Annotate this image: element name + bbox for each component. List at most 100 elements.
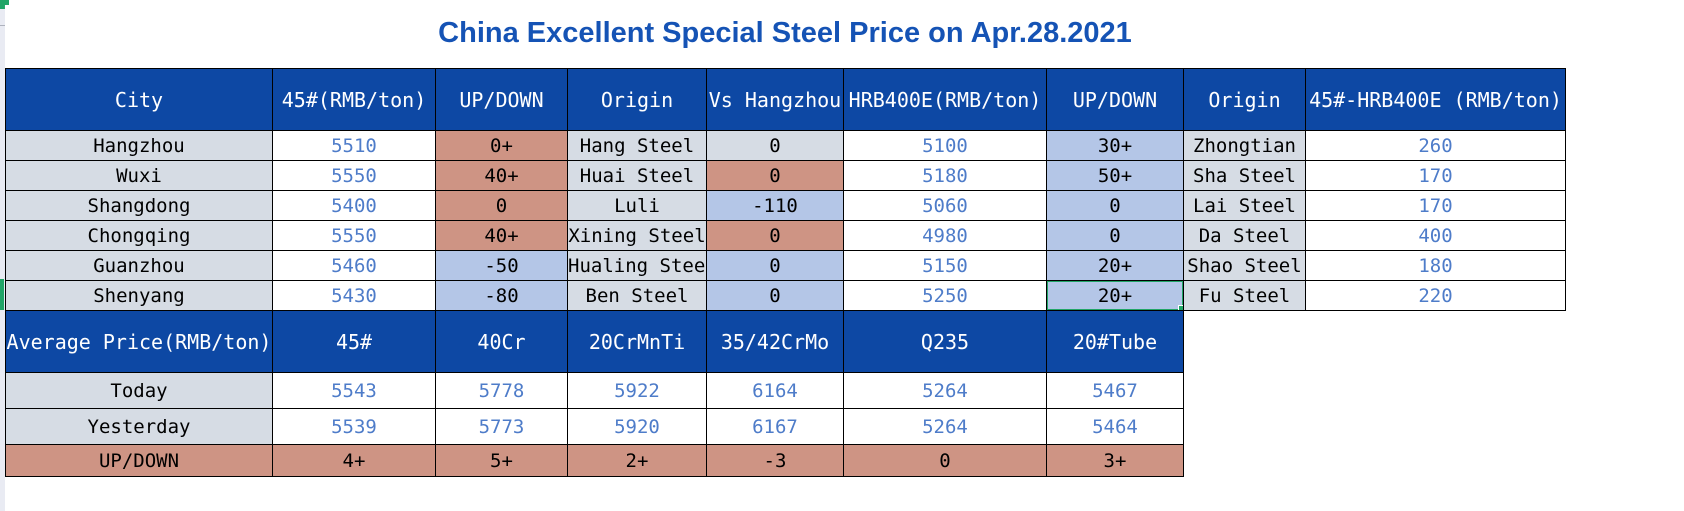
selected-row-indicator xyxy=(0,279,4,310)
city-cell[interactable]: Chongqing xyxy=(5,220,273,251)
header-grade-q235[interactable]: Q235 xyxy=(843,310,1047,373)
price45-cell[interactable]: 5400 xyxy=(272,190,436,221)
header-updown-2[interactable]: UP/DOWN xyxy=(1046,68,1184,131)
updown1-cell[interactable]: 40+ xyxy=(435,160,568,191)
origin1-cell[interactable]: Luli xyxy=(567,190,707,221)
updown-value-cell[interactable]: -3 xyxy=(706,444,844,477)
price-table: City 45#(RMB/ton) UP/DOWN Origin Vs Hang… xyxy=(5,68,1566,311)
price45-cell[interactable]: 5430 xyxy=(272,280,436,311)
vs-hangzhou-cell[interactable]: 0 xyxy=(706,130,844,161)
diff-cell[interactable]: 180 xyxy=(1305,250,1566,281)
row-label[interactable]: Today xyxy=(5,372,273,409)
updown2-cell[interactable]: 20+ xyxy=(1046,250,1184,281)
row-label[interactable]: Yesterday xyxy=(5,408,273,445)
origin1-cell[interactable]: Xining Steel xyxy=(567,220,707,251)
table-row: Guanzhou 5460 -50 Hualing Steel 0 5150 2… xyxy=(5,250,1566,281)
avg-value-cell[interactable]: 5778 xyxy=(435,372,568,409)
updown1-cell[interactable]: -50 xyxy=(435,250,568,281)
avg-value-cell[interactable]: 5264 xyxy=(843,372,1047,409)
header-grade-3542crmo[interactable]: 35/42CrMo xyxy=(706,310,844,373)
diff-cell[interactable]: 170 xyxy=(1305,190,1566,221)
updown2-cell[interactable]: 50+ xyxy=(1046,160,1184,191)
row-header-strip xyxy=(0,0,5,511)
avg-value-cell[interactable]: 5467 xyxy=(1046,372,1184,409)
header-grade-20crmnti[interactable]: 20CrMnTi xyxy=(567,310,707,373)
city-cell[interactable]: Guanzhou xyxy=(5,250,273,281)
origin2-cell[interactable]: Fu Steel xyxy=(1183,280,1306,311)
updown-value-cell[interactable]: 0 xyxy=(843,444,1047,477)
updown-value-cell[interactable]: 4+ xyxy=(272,444,436,477)
header-vs-hangzhou[interactable]: Vs Hangzhou xyxy=(706,68,844,131)
header-updown-1[interactable]: UP/DOWN xyxy=(435,68,568,131)
header-45-hrb400e-diff[interactable]: 45#-HRB400E (RMB/ton) xyxy=(1305,68,1566,131)
updown-value-cell[interactable]: 3+ xyxy=(1046,444,1184,477)
price45-cell[interactable]: 5510 xyxy=(272,130,436,161)
price45-cell[interactable]: 5550 xyxy=(272,160,436,191)
hrb400e-cell[interactable]: 5100 xyxy=(843,130,1047,161)
origin2-cell[interactable]: Da Steel xyxy=(1183,220,1306,251)
avg-value-cell[interactable]: 6167 xyxy=(706,408,844,445)
vs-hangzhou-cell[interactable]: 0 xyxy=(706,220,844,251)
avg-value-cell[interactable]: 5773 xyxy=(435,408,568,445)
city-cell[interactable]: Wuxi xyxy=(5,160,273,191)
avg-value-cell[interactable]: 5543 xyxy=(272,372,436,409)
diff-cell[interactable]: 260 xyxy=(1305,130,1566,161)
header-grade-20tube[interactable]: 20#Tube xyxy=(1046,310,1184,373)
updown-value-cell[interactable]: 2+ xyxy=(567,444,707,477)
updown-value-cell[interactable]: 5+ xyxy=(435,444,568,477)
origin2-cell[interactable]: Sha Steel xyxy=(1183,160,1306,191)
vs-hangzhou-cell[interactable]: 0 xyxy=(706,250,844,281)
origin2-cell[interactable]: Shao Steel xyxy=(1183,250,1306,281)
hrb400e-cell[interactable]: 5150 xyxy=(843,250,1047,281)
updown2-cell[interactable]: 0 xyxy=(1046,220,1184,251)
avg-value-cell[interactable]: 5539 xyxy=(272,408,436,445)
avg-value-cell[interactable]: 5264 xyxy=(843,408,1047,445)
avg-value-cell[interactable]: 5922 xyxy=(567,372,707,409)
city-cell[interactable]: Hangzhou xyxy=(5,130,273,161)
city-cell[interactable]: Shangdong xyxy=(5,190,273,221)
hrb400e-cell[interactable]: 5180 xyxy=(843,160,1047,191)
origin1-cell[interactable]: Hualing Steel xyxy=(567,250,707,281)
city-cell[interactable]: Shenyang xyxy=(5,280,273,311)
row-label[interactable]: UP/DOWN xyxy=(5,444,273,477)
diff-cell[interactable]: 220 xyxy=(1305,280,1566,311)
vs-hangzhou-cell[interactable]: 0 xyxy=(706,280,844,311)
header-origin-2[interactable]: Origin xyxy=(1183,68,1306,131)
avg-value-cell[interactable]: 6164 xyxy=(706,372,844,409)
header-city[interactable]: City xyxy=(5,68,273,131)
origin1-cell[interactable]: Huai Steel xyxy=(567,160,707,191)
diff-cell[interactable]: 170 xyxy=(1305,160,1566,191)
avg-value-cell[interactable]: 5464 xyxy=(1046,408,1184,445)
updown2-cell[interactable]: 0 xyxy=(1046,190,1184,221)
header-grade-45[interactable]: 45# xyxy=(272,310,436,373)
origin2-cell[interactable]: Lai Steel xyxy=(1183,190,1306,221)
average-table-header-row: Average Price(RMB/ton) 45# 40Cr 20CrMnTi… xyxy=(5,310,1184,373)
price45-cell[interactable]: 5460 xyxy=(272,250,436,281)
header-average-price[interactable]: Average Price(RMB/ton) xyxy=(5,310,273,373)
updown-row: UP/DOWN 4+ 5+ 2+ -3 0 3+ xyxy=(5,444,1184,477)
origin2-cell[interactable]: Zhongtian xyxy=(1183,130,1306,161)
header-origin-1[interactable]: Origin xyxy=(567,68,707,131)
header-hrb400e-price[interactable]: HRB400E(RMB/ton) xyxy=(843,68,1047,131)
updown2-cell[interactable]: 30+ xyxy=(1046,130,1184,161)
hrb400e-cell[interactable]: 5250 xyxy=(843,280,1047,311)
price45-cell[interactable]: 5550 xyxy=(272,220,436,251)
header-45-price[interactable]: 45#(RMB/ton) xyxy=(272,68,436,131)
updown2-cell-selected[interactable]: 20+ xyxy=(1046,280,1184,311)
hrb400e-cell[interactable]: 4980 xyxy=(843,220,1047,251)
origin1-cell[interactable]: Hang Steel xyxy=(567,130,707,161)
diff-cell[interactable]: 400 xyxy=(1305,220,1566,251)
updown1-cell[interactable]: -80 xyxy=(435,280,568,311)
updown1-cell[interactable]: 40+ xyxy=(435,220,568,251)
updown1-cell[interactable]: 0+ xyxy=(435,130,568,161)
updown1-cell[interactable]: 0 xyxy=(435,190,568,221)
vs-hangzhou-cell[interactable]: 0 xyxy=(706,160,844,191)
table-row: Shenyang 5430 -80 Ben Steel 0 5250 20+ F… xyxy=(5,280,1566,311)
hrb400e-cell[interactable]: 5060 xyxy=(843,190,1047,221)
avg-value-cell[interactable]: 5920 xyxy=(567,408,707,445)
origin1-cell[interactable]: Ben Steel xyxy=(567,280,707,311)
header-grade-40cr[interactable]: 40Cr xyxy=(435,310,568,373)
vs-hangzhou-cell[interactable]: -110 xyxy=(706,190,844,221)
table-row: Hangzhou 5510 0+ Hang Steel 0 5100 30+ Z… xyxy=(5,130,1566,161)
